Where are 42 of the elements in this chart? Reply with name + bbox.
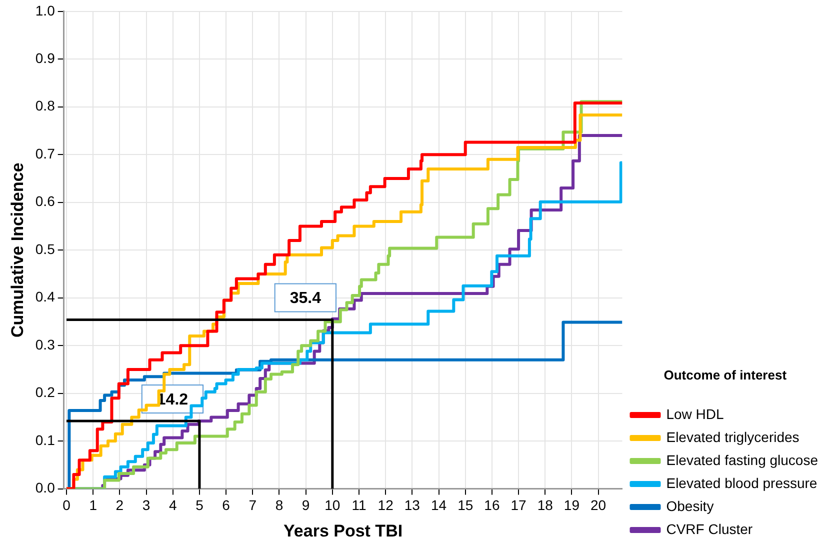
legend-label: Elevated fasting glucose	[666, 452, 818, 468]
x-tick-label: 3	[142, 497, 150, 514]
x-tick-label: 9	[302, 497, 310, 514]
x-tick-label: 13	[404, 497, 420, 514]
x-tick-label: 18	[537, 497, 554, 514]
y-tick-label: 1.0	[35, 2, 56, 18]
legend-label: Elevated blood pressure	[666, 474, 818, 491]
y-tick-label: 0.6	[35, 193, 56, 210]
y-tick-label: 0.0	[35, 480, 56, 496]
y-tick-label: 0.2	[35, 384, 56, 400]
x-tick-label: 5	[196, 497, 204, 514]
x-tick-label: 4	[168, 497, 177, 514]
y-tick-label: 0.8	[35, 98, 56, 114]
y-axis-title: Cumulative Incidence	[8, 162, 27, 338]
x-tick-label: 0	[62, 497, 71, 514]
x-tick-label: 14	[430, 497, 447, 514]
x-tick-label: 17	[510, 497, 527, 514]
y-tick-label: 0.3	[35, 336, 56, 352]
x-axis-title: Years Post TBI	[284, 521, 403, 540]
y-tick-label: 0.7	[35, 145, 56, 162]
x-tick-label: 6	[222, 497, 230, 514]
legend-title: Outcome of interest	[664, 367, 788, 382]
annotation: 35.4	[290, 290, 322, 308]
x-tick-label: 2	[116, 497, 124, 514]
y-tick-label: 0.9	[35, 50, 56, 66]
y-tick-label: 0.1	[35, 432, 56, 448]
x-tick-label: 16	[484, 497, 500, 514]
legend-label: CVRF Cluster	[666, 520, 753, 537]
y-tick-label: 0.5	[35, 240, 56, 257]
x-tick-label: 8	[275, 497, 284, 514]
x-tick-label: 20	[590, 497, 606, 514]
x-tick-label: 15	[458, 497, 474, 514]
legend-label: Low HDL	[666, 406, 724, 422]
x-tick-label: 10	[324, 497, 340, 514]
x-tick-label: 11	[352, 497, 366, 514]
legend-label: Obesity	[666, 498, 714, 514]
legend-label: Elevated triglycerides	[666, 428, 800, 445]
x-tick-label: 19	[564, 497, 580, 514]
x-tick-label: 1	[89, 497, 98, 514]
x-tick-label: 12	[378, 497, 394, 514]
x-tick-label: 7	[248, 497, 257, 514]
y-tick-label: 0.4	[35, 288, 56, 305]
